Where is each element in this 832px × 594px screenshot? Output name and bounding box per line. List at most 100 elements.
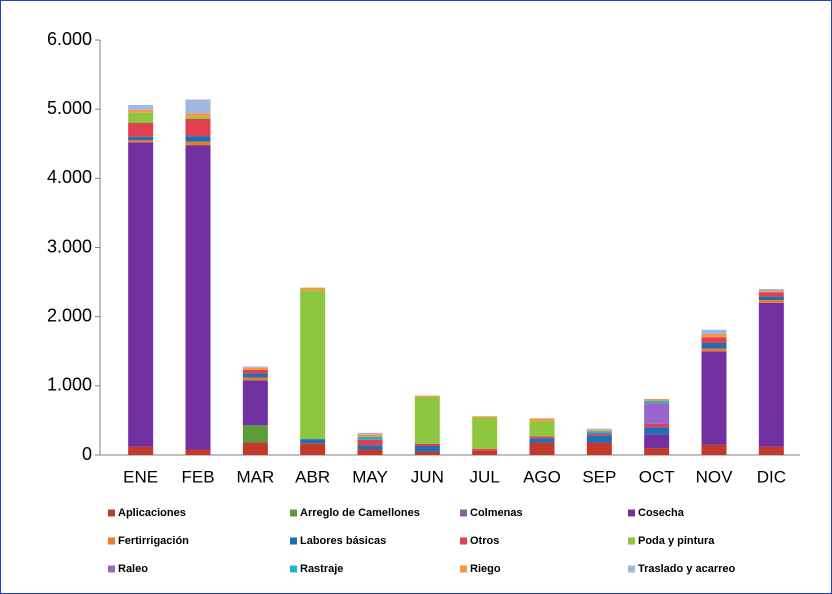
- bar-segment: [357, 434, 383, 438]
- bar-segment: [242, 425, 268, 443]
- bar-segment: [644, 448, 670, 455]
- bar-segment: [758, 292, 784, 297]
- bar-segment: [242, 373, 268, 378]
- bar-segment: [586, 430, 612, 432]
- bar-segment: [644, 403, 670, 424]
- legend-label: Riego: [470, 563, 501, 575]
- legend-label: Traslado y acarreo: [638, 563, 736, 575]
- y-tick-label: 5.000: [47, 98, 92, 118]
- bar-segment: [185, 113, 211, 117]
- bar-segment: [185, 116, 211, 119]
- bar-segment: [472, 448, 498, 451]
- bar-segment: [472, 416, 498, 418]
- bar-segment: [357, 432, 383, 435]
- y-tick-label: 0: [82, 444, 92, 464]
- bar-segment: [644, 434, 670, 449]
- bar-segment: [242, 366, 268, 368]
- bar-segment: [128, 446, 154, 455]
- legend-swatch: [628, 565, 635, 573]
- y-tick-label: 2.000: [47, 305, 92, 325]
- legend-swatch: [460, 537, 467, 545]
- bar-segment: [529, 436, 555, 439]
- bar-segment: [128, 112, 154, 123]
- bar-segment: [529, 442, 555, 455]
- bar-segment: [529, 418, 555, 422]
- bar-segment: [644, 398, 670, 402]
- bar-segment: [472, 450, 498, 455]
- bar-segment: [242, 367, 268, 370]
- y-tick-label: 1.000: [47, 375, 92, 395]
- legend-swatch: [460, 509, 467, 517]
- x-tick-label: JUL: [470, 467, 500, 486]
- bar-segment: [300, 439, 326, 444]
- legend-label: Cosecha: [638, 507, 685, 519]
- x-tick-label: MAY: [352, 467, 388, 486]
- bar-segment: [644, 401, 670, 404]
- bar-segment: [414, 396, 440, 444]
- bar-segment: [586, 431, 612, 434]
- x-tick-label: MAR: [236, 467, 274, 486]
- bar-segment: [300, 290, 326, 440]
- legend-label: Aplicaciones: [118, 507, 186, 519]
- x-tick-label: ABR: [295, 467, 330, 486]
- legend-label: Arreglo de Camellones: [300, 507, 420, 519]
- bar-segment: [758, 300, 784, 303]
- bar-segment: [185, 145, 211, 450]
- bar-segment: [414, 446, 440, 452]
- legend-swatch: [108, 509, 115, 517]
- bar-segment: [701, 348, 727, 352]
- bar-segment: [701, 351, 727, 445]
- bar-segment: [701, 329, 727, 334]
- bar-segment: [414, 451, 440, 455]
- bar-segment: [185, 449, 211, 455]
- bar-segment: [701, 444, 727, 455]
- bar-segment: [586, 428, 612, 431]
- bar-segment: [701, 337, 727, 343]
- bar-segment: [529, 438, 555, 443]
- bar-segment: [644, 427, 670, 435]
- bar-segment: [128, 123, 154, 137]
- bar-segment: [357, 445, 383, 450]
- legend-label: Colmenas: [470, 507, 523, 519]
- bar-segment: [414, 443, 440, 447]
- legend-label: Fertirrigación: [118, 535, 189, 547]
- bar-segment: [472, 417, 498, 449]
- bar-segment: [185, 136, 211, 142]
- bar-segment: [586, 435, 612, 443]
- bar-segment: [128, 136, 154, 141]
- bar-segment: [357, 439, 383, 446]
- x-tick-label: DIC: [757, 467, 786, 486]
- bar-segment: [758, 289, 784, 292]
- legend-label: Raleo: [118, 563, 148, 575]
- legend-swatch: [628, 509, 635, 517]
- y-tick-label: 3.000: [47, 236, 92, 256]
- bar-segment: [701, 333, 727, 338]
- bar-segment: [758, 296, 784, 301]
- legend-swatch: [290, 537, 297, 545]
- bar-segment: [128, 142, 154, 447]
- bar-segment: [242, 377, 268, 381]
- bar-segment: [758, 291, 784, 293]
- legend-label: Otros: [470, 535, 499, 547]
- bar-segment: [300, 443, 326, 455]
- bar-segment: [185, 99, 211, 114]
- legend-swatch: [460, 565, 467, 573]
- bar-segment: [128, 109, 154, 113]
- bar-segment: [529, 421, 555, 437]
- legend-swatch: [108, 565, 115, 573]
- bar-segment: [644, 423, 670, 428]
- bar-segment: [357, 437, 383, 440]
- legend-label: Poda y pintura: [638, 535, 715, 547]
- legend-swatch: [108, 537, 115, 545]
- bar-segment: [128, 140, 154, 143]
- legend-label: Labores básicas: [300, 535, 386, 547]
- bar-segment: [242, 369, 268, 374]
- bar-segment: [242, 442, 268, 455]
- bar-segment: [586, 442, 612, 455]
- bar-segment: [357, 449, 383, 455]
- bar-segment: [758, 302, 784, 447]
- bar-segment: [242, 380, 268, 426]
- legend-swatch: [290, 509, 297, 517]
- x-tick-label: ENE: [123, 467, 158, 486]
